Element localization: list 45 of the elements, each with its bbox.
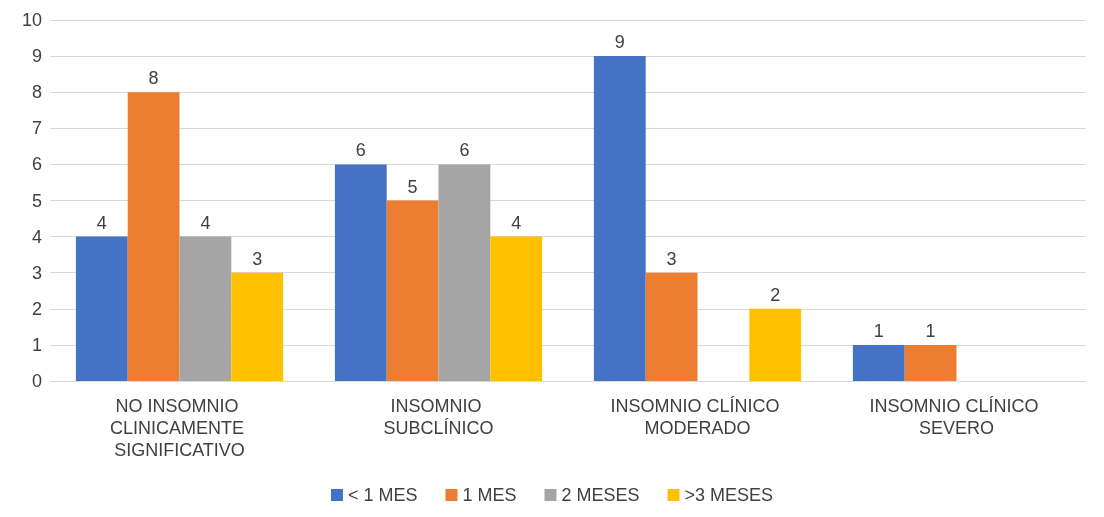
x-tick-label: INSOMNIO SUBCLÍNICO (383, 396, 494, 438)
bar (593, 56, 646, 381)
bar (852, 344, 905, 381)
bar (490, 236, 543, 381)
y-tick-label: 5 (31, 190, 42, 211)
bar (904, 344, 957, 381)
data-label: 9 (614, 32, 625, 53)
y-tick-label: 8 (31, 82, 42, 103)
data-label: 2 (770, 284, 781, 305)
legend-label: >3 MESES (684, 485, 774, 505)
data-label: 1 (925, 320, 936, 341)
bar (749, 308, 802, 381)
y-tick-label: 1 (31, 334, 42, 355)
bar (386, 200, 439, 381)
x-tick-label: NO INSOMNIO CLINICAMENTE SIGNIFICATIVO (109, 396, 250, 460)
bar (179, 236, 232, 381)
legend-label: 2 MESES (561, 485, 640, 505)
y-tick-label: 3 (31, 262, 42, 283)
y-tick-label: 0 (31, 371, 42, 391)
data-label: 3 (666, 248, 677, 269)
data-label: 4 (200, 212, 211, 233)
y-tick-label: 10 (21, 10, 42, 30)
bar (75, 236, 128, 381)
y-tick-label: 7 (31, 118, 42, 139)
legend-label: < 1 MES (347, 485, 418, 505)
legend-label: 1 MES (462, 485, 517, 505)
data-label: 1 (873, 320, 884, 341)
x-tick-label: INSOMNIO CLÍNICO SEVERO (869, 396, 1044, 438)
y-tick-label: 4 (31, 226, 42, 247)
bar (334, 164, 387, 381)
data-label: 4 (96, 212, 107, 233)
bar (645, 272, 698, 381)
data-label: 5 (407, 176, 418, 197)
x-tick-label: INSOMNIO CLÍNICO MODERADO (610, 396, 785, 438)
y-tick-label: 2 (31, 298, 42, 319)
bar (438, 164, 491, 381)
data-label: 4 (511, 212, 522, 233)
data-label: 6 (355, 140, 366, 161)
data-label: 6 (459, 140, 470, 161)
bar (231, 272, 284, 381)
data-label: 8 (148, 68, 159, 89)
bar (127, 92, 180, 381)
y-tick-label: 9 (31, 46, 42, 67)
y-tick-label: 6 (31, 154, 42, 175)
data-label: 3 (252, 248, 263, 269)
